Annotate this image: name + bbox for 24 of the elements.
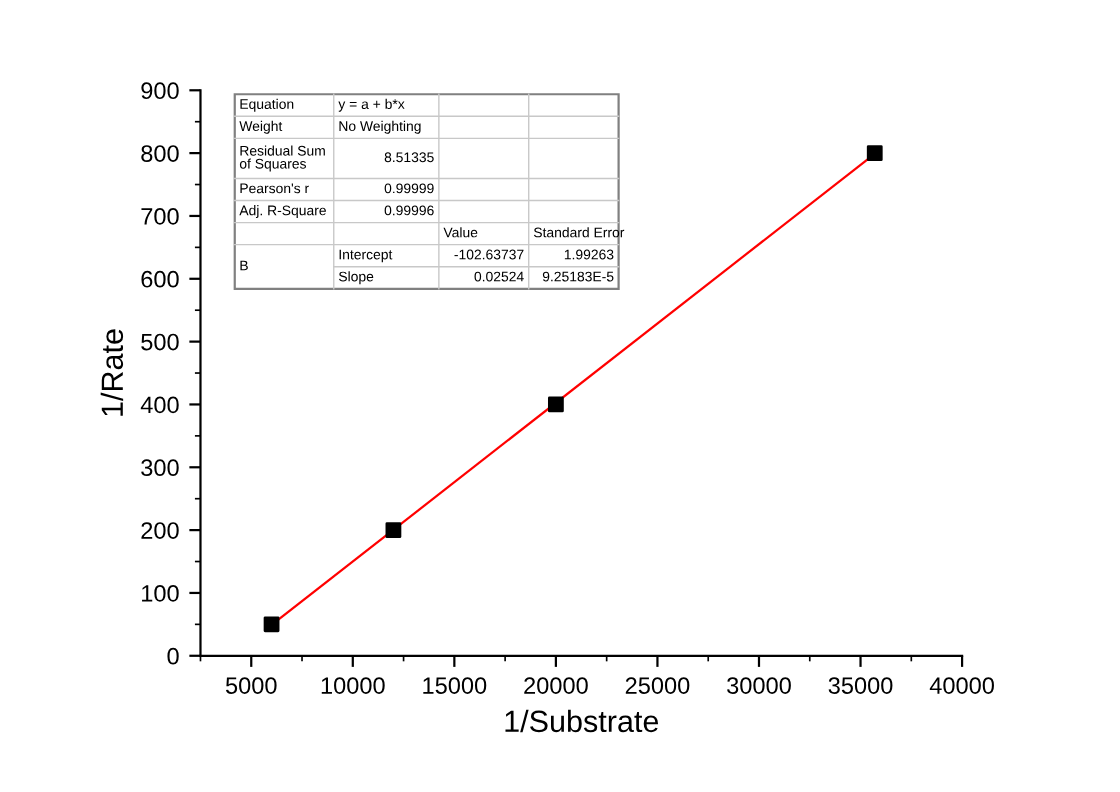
y-tick-label: 0 xyxy=(167,647,179,665)
y-tick-label: 200 xyxy=(141,522,179,539)
point xyxy=(263,616,280,633)
y-tick-label: 900 xyxy=(141,82,179,100)
y-tick-label: 500 xyxy=(141,333,179,351)
y-tick-label: 800 xyxy=(141,145,179,162)
x-tick-label: 15000 xyxy=(423,677,487,694)
y-tick-label: 300 xyxy=(141,459,179,477)
point xyxy=(866,145,883,162)
y-axis-title: 1/Rate xyxy=(100,329,124,416)
y-tick-label: 600 xyxy=(141,270,179,288)
point xyxy=(547,396,564,413)
x-tick-label: 40000 xyxy=(929,677,994,694)
x-tick-label: 35000 xyxy=(828,677,893,694)
x-tick-label: 25000 xyxy=(625,677,690,694)
x-axis-title: 1/Substrate xyxy=(505,709,659,733)
x-tick-label: 5000 xyxy=(225,677,277,694)
x-tick-label: 10000 xyxy=(321,677,385,694)
point xyxy=(385,522,402,539)
x-tick-label: 30000 xyxy=(727,677,791,694)
y-tick-label: 100 xyxy=(142,585,179,602)
y-tick-label: 700 xyxy=(141,208,179,225)
y-tick-label: 400 xyxy=(140,396,179,414)
x-tick-label: 20000 xyxy=(524,677,588,694)
